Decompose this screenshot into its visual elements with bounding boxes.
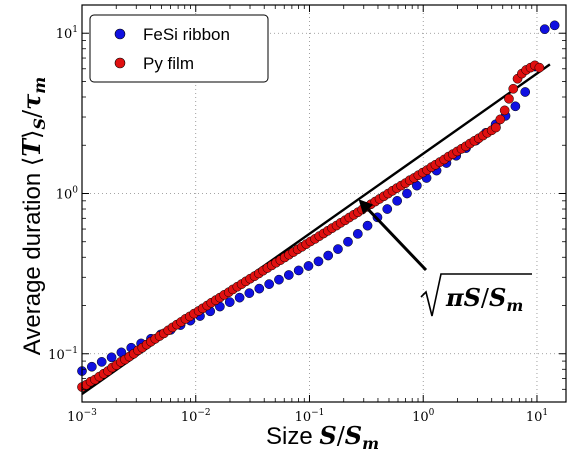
sqrt-annotation: πS/Sm bbox=[358, 199, 532, 317]
data-point bbox=[402, 188, 412, 199]
data-point bbox=[323, 250, 334, 261]
data-point bbox=[508, 83, 519, 94]
annotation-arrow-head bbox=[358, 199, 374, 215]
x-tick-label: 10−3 bbox=[67, 408, 97, 425]
data-point bbox=[96, 357, 107, 367]
data-point bbox=[392, 195, 403, 206]
data-point bbox=[283, 270, 294, 280]
data-point bbox=[491, 122, 501, 133]
data-point bbox=[234, 292, 245, 303]
data-point bbox=[534, 62, 545, 73]
annotation-arrow bbox=[367, 208, 428, 272]
annotation-label: πS/Sm bbox=[445, 283, 523, 315]
data-point bbox=[362, 220, 373, 231]
data-point bbox=[224, 297, 235, 307]
y-tick-label: 101 bbox=[56, 25, 78, 42]
x-tick-label: 10−1 bbox=[295, 408, 325, 425]
legend-label-py: Py film bbox=[143, 54, 194, 73]
data-point bbox=[264, 279, 275, 289]
x-axis-title: Size S/Sm bbox=[266, 421, 379, 453]
ticks bbox=[81, 5, 566, 403]
data-point bbox=[504, 93, 514, 104]
data-point bbox=[549, 20, 560, 31]
data-point bbox=[106, 352, 117, 363]
data-point bbox=[539, 24, 550, 35]
legend-box bbox=[89, 14, 269, 83]
data-point bbox=[303, 261, 314, 271]
data-point bbox=[343, 236, 353, 247]
data-point bbox=[244, 288, 255, 298]
data-point bbox=[520, 87, 531, 97]
data-point bbox=[274, 274, 284, 285]
data-point bbox=[495, 114, 506, 125]
x-tick-label: 101 bbox=[526, 408, 548, 425]
series-layer bbox=[77, 20, 560, 392]
legend-label-fesi: FeSi ribbon bbox=[143, 25, 230, 44]
data-point bbox=[352, 228, 363, 239]
legend: FeSi ribbon Py film bbox=[89, 14, 269, 83]
y-tick-label: 100 bbox=[56, 185, 79, 202]
legend-marker-py bbox=[114, 57, 126, 69]
data-point bbox=[333, 244, 343, 254]
data-point bbox=[382, 204, 393, 214]
x-tick-label: 10−2 bbox=[181, 408, 211, 425]
y-axis-title: Average duration ⟨T⟩S/τm bbox=[17, 77, 49, 355]
data-point bbox=[313, 256, 324, 267]
legend-marker-fesi bbox=[114, 28, 126, 40]
plot-frame bbox=[81, 4, 567, 403]
x-tick-label: 100 bbox=[412, 408, 435, 425]
data-point bbox=[254, 283, 265, 294]
data-point bbox=[499, 105, 510, 116]
series-py-film bbox=[77, 60, 545, 392]
data-point bbox=[86, 361, 97, 372]
data-point bbox=[510, 101, 521, 112]
y-tick-label: 10−1 bbox=[48, 346, 78, 363]
data-point bbox=[293, 265, 304, 276]
sqrt-sign bbox=[420, 273, 532, 317]
tick-labels: 10−3 10−2 10−1 100 101 10−1 100 101 bbox=[48, 25, 548, 425]
